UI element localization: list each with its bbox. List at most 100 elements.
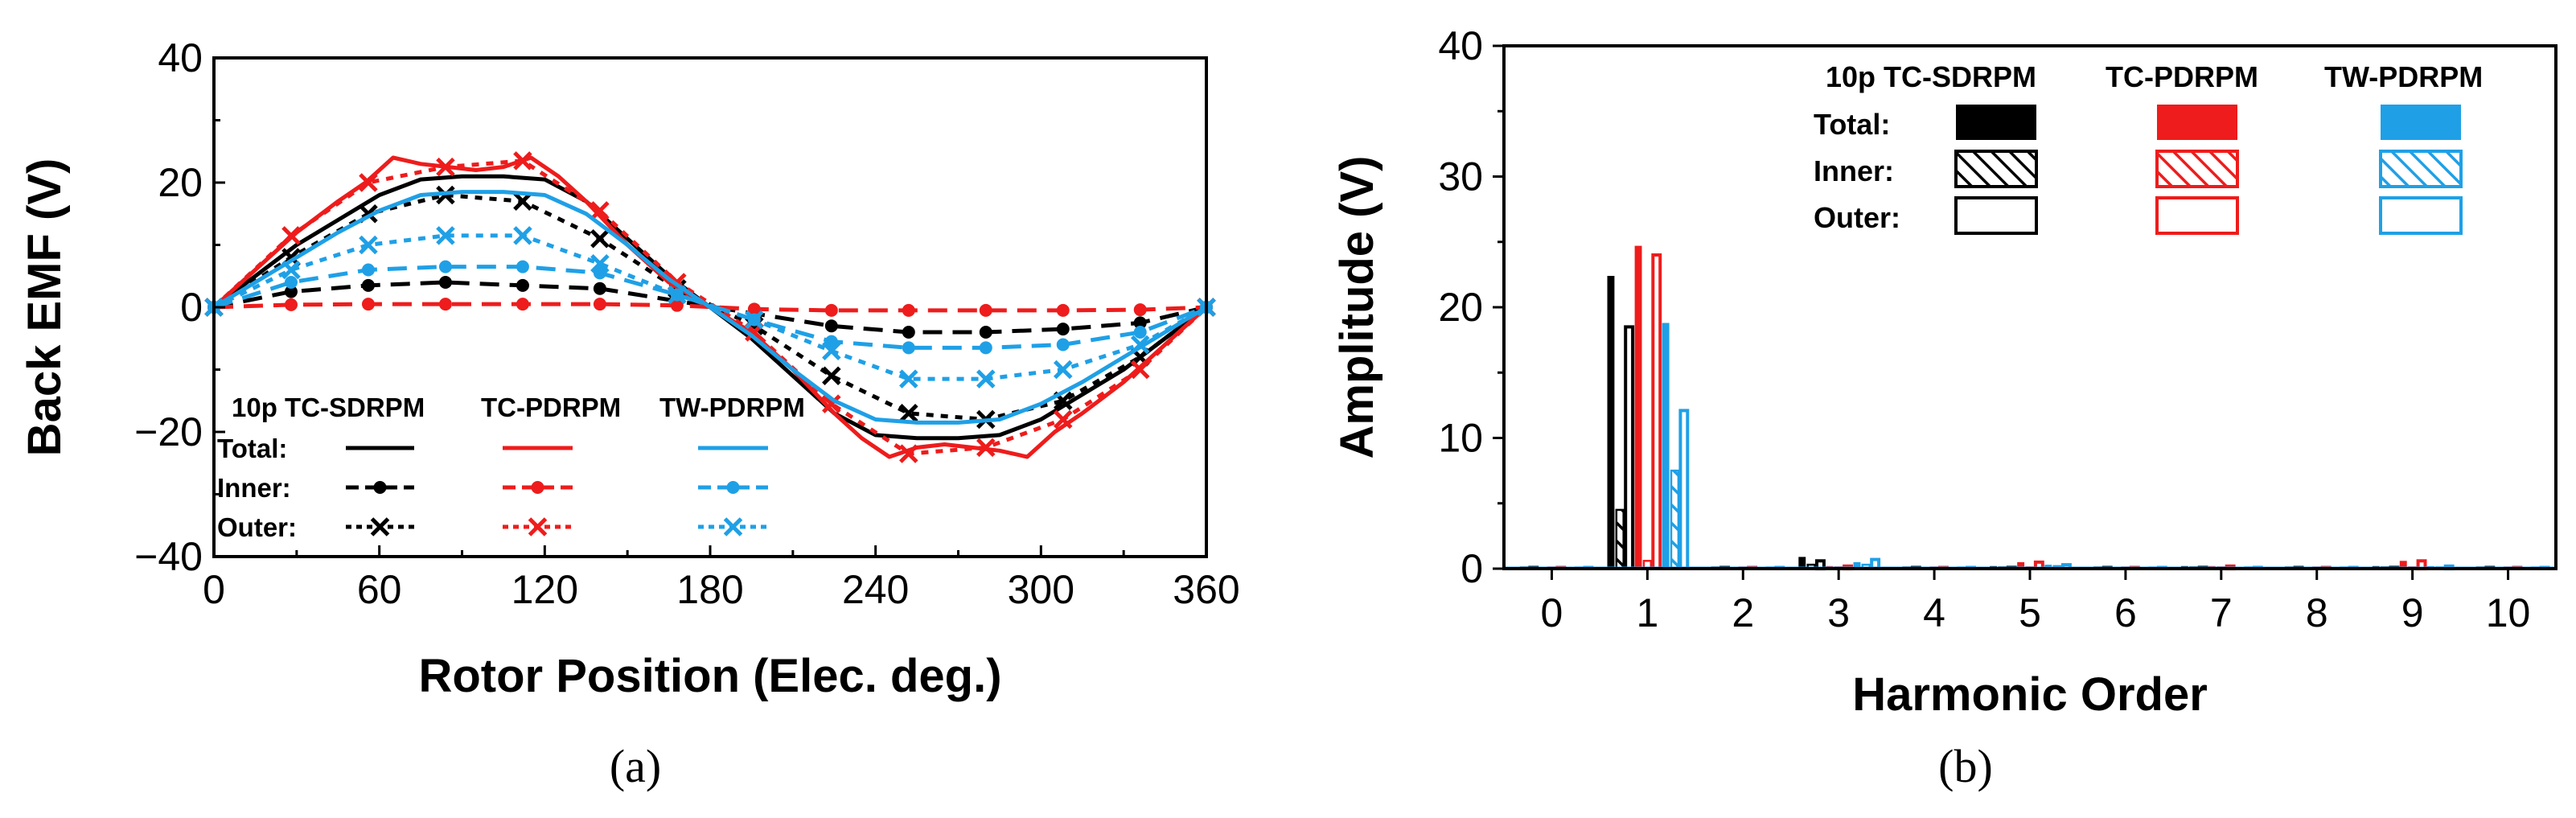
chart-a-tc-pdrpm-outer-marker	[899, 444, 918, 463]
chart-a-tc-pdrpm-outer-marker	[590, 201, 610, 220]
chart-a-tc-pdrpm-inner-marker	[1133, 303, 1147, 317]
chart-b-ticks: 0 1 2 3 4 5 6 7 8 9 10 0 10 20 30 40	[1438, 23, 2530, 635]
chart-a-10p-tc-sdrpm-inner-marker	[284, 285, 298, 298]
chart-b-bar-10p-tc-sdrpm-inner	[1615, 508, 1625, 570]
chart-a-legend-swatch-tc-pdrpm-inner-marker	[531, 481, 544, 494]
chart-a-legend-header-2: TC-PDRPM	[481, 393, 621, 422]
chart-a-y-axis-label: Back EMF (V)	[18, 158, 71, 457]
chart-a-tw-pdrpm-inner-marker	[979, 341, 992, 355]
chart-a-10p-tc-sdrpm-outer-marker	[590, 228, 610, 249]
chart-a-legend-swatches	[346, 446, 768, 536]
chart-a-tc-pdrpm-inner-marker	[516, 298, 529, 311]
chart-a-tw-pdrpm-inner-marker	[1056, 338, 1070, 351]
chart-b-legend-swatch-10p-tc-sdrpm-outer	[1954, 196, 2038, 235]
chart-b-bar-10p-tc-sdrpm-total	[1798, 557, 1806, 569]
chart-b-legend-row-inner: Inner:	[1814, 154, 1894, 187]
chart-b-legend-swatches	[1954, 105, 2463, 235]
chart-a-tc-pdrpm-inner-marker	[284, 298, 298, 311]
chart-a-10p-tc-sdrpm-inner-marker	[902, 326, 915, 339]
chart-a-tw-pdrpm-outer-marker	[668, 285, 687, 305]
chart-b-bars-layer	[1504, 245, 2556, 571]
chart-a-legend: 10p TC-SDRPM TC-PDRPM TW-PDRPM Total: In…	[217, 393, 805, 542]
chart-b-legend-swatch-tw-pdrpm-inner	[2379, 150, 2463, 188]
chart-b-bar-10p-tc-sdrpm-outer	[1624, 325, 1635, 570]
chart-b-bar-tc-pdrpm-outer	[1651, 253, 1662, 570]
chart-b-y-axis-label: Amplitude (V)	[1331, 156, 1383, 459]
chart-a-tc-pdrpm-inner-marker	[670, 298, 684, 312]
chart-a-tc-pdrpm-inner-marker	[361, 298, 375, 311]
chart-a-10p-tc-sdrpm-inner-marker	[1133, 316, 1147, 330]
chart-a-10p-tc-sdrpm-inner-line	[213, 280, 1207, 335]
chart-a-legend-swatch-10p-tc-sdrpm-outer-marker	[370, 517, 390, 536]
chart-b-x-tick-label: 5	[2019, 590, 2041, 635]
chart-a-tw-pdrpm-outer-marker	[976, 369, 996, 388]
chart-b-legend-header-1: 10p TC-SDRPM	[1826, 60, 2036, 93]
chart-b-bar-tc-pdrpm-total	[2017, 561, 2025, 569]
chart-b-x-tick-label: 7	[2210, 590, 2233, 635]
chart-b-bar-tc-pdrpm-total	[1634, 245, 1642, 569]
chart-a-tc-pdrpm-inner-marker	[824, 303, 838, 317]
chart-b-x-tick-label: 8	[2306, 590, 2328, 635]
chart-a-tw-pdrpm-outer-marker	[899, 369, 918, 388]
chart-b-x-tick-label: 3	[1827, 590, 1850, 635]
chart-a-back-emf: 0 60 120 180 240 300 360 −40 −20 0 20 40 10p TC-SDR…	[18, 35, 1240, 792]
chart-b-legend-swatch-tc-pdrpm-inner	[2155, 150, 2239, 188]
chart-a-10p-tc-sdrpm-outer-marker	[822, 366, 841, 386]
chart-a-tc-pdrpm-outer-marker	[976, 438, 996, 458]
chart-b-bar-tw-pdrpm-total	[1662, 323, 1670, 569]
chart-a-caption: (a)	[610, 740, 661, 792]
chart-a-tc-pdrpm-inner-marker	[1056, 303, 1070, 317]
chart-a-tw-pdrpm-outer-line	[212, 233, 1208, 381]
chart-a-tc-pdrpm-inner-marker	[438, 298, 452, 311]
chart-b-harmonics: 0 1 2 3 4 5 6 7 8 9 10 0 10 20 30 40 10p TC-SDRPM TC-PD…	[1331, 23, 2558, 792]
chart-a-tw-pdrpm-outer-marker	[281, 260, 301, 280]
chart-a-tw-pdrpm-outer-marker	[822, 341, 841, 361]
chart-a-x-tick-label: 120	[512, 567, 578, 612]
chart-a-x-tick-label: 300	[1008, 567, 1074, 612]
chart-a-x-tick-label: 360	[1173, 567, 1239, 612]
chart-a-tc-pdrpm-outer-marker	[1130, 360, 1150, 380]
chart-a-tw-pdrpm-inner-marker	[1133, 326, 1147, 339]
chart-a-10p-tc-sdrpm-inner-marker	[593, 282, 606, 295]
chart-a-tw-pdrpm-inner-marker	[516, 260, 529, 273]
chart-a-legend-swatch-tw-pdrpm-outer-marker	[723, 517, 743, 536]
chart-a-tw-pdrpm-inner-marker	[284, 276, 298, 289]
chart-a-10p-tc-sdrpm-inner-marker	[361, 278, 375, 292]
chart-b-x-tick-label: 9	[2401, 590, 2424, 635]
chart-a-tw-pdrpm-outer-marker	[1130, 335, 1150, 355]
chart-a-x-tick-label: 60	[357, 567, 402, 612]
chart-b-legend-row-outer: Outer:	[1814, 201, 1900, 234]
chart-a-tc-pdrpm-outer-marker	[436, 157, 455, 177]
chart-b-bar-tw-pdrpm-total	[1853, 561, 1861, 569]
chart-b-bar-tc-pdrpm-total	[2399, 561, 2407, 569]
chart-b-x-tick-label: 0	[1541, 590, 1563, 635]
chart-a-tc-pdrpm-outer-marker	[513, 151, 532, 171]
chart-b-bar-10p-tc-sdrpm-total	[1607, 276, 1615, 569]
chart-a-series-layer	[204, 151, 1216, 463]
chart-a-tw-pdrpm-outer-marker	[436, 226, 455, 245]
chart-a-tc-pdrpm-outer-marker	[359, 173, 378, 192]
chart-b-y-tick-label: 20	[1438, 285, 1483, 330]
chart-a-tc-pdrpm-outer-marker	[281, 226, 301, 245]
chart-a-legend-row-inner: Inner:	[217, 473, 291, 503]
chart-b-x-tick-label: 10	[2486, 590, 2531, 635]
chart-a-legend-header-3: TW-PDRPM	[659, 393, 805, 422]
chart-a-tw-pdrpm-inner-marker	[902, 341, 915, 355]
chart-a-legend-swatch-tc-pdrpm-outer-marker	[528, 517, 548, 536]
chart-a-tc-pdrpm-inner-marker	[979, 303, 992, 317]
chart-a-tw-pdrpm-outer-marker	[513, 226, 532, 245]
chart-a-x-axis-label: Rotor Position (Elec. deg.)	[418, 650, 1001, 702]
chart-b-x-axis-label: Harmonic Order	[1852, 668, 2208, 721]
chart-b-x-tick-label: 6	[2114, 590, 2137, 635]
chart-a-10p-tc-sdrpm-inner-marker	[516, 278, 529, 292]
chart-a-ticks: 0 60 120 180 240 300 360 −40 −20 0 20 40	[134, 35, 1240, 612]
chart-a-legend-swatch-tw-pdrpm-inner-marker	[726, 481, 740, 494]
chart-b-legend-swatch-tc-pdrpm-total	[2157, 105, 2237, 140]
chart-a-tc-pdrpm-inner-line	[213, 302, 1207, 313]
chart-b-y-tick-label: 30	[1438, 154, 1483, 199]
chart-a-legend-row-outer: Outer:	[217, 512, 297, 542]
chart-b-x-tick-label: 1	[1636, 590, 1658, 635]
chart-a-x-tick-label: 0	[203, 567, 225, 612]
chart-a-tc-pdrpm-outer-marker	[1053, 409, 1073, 430]
